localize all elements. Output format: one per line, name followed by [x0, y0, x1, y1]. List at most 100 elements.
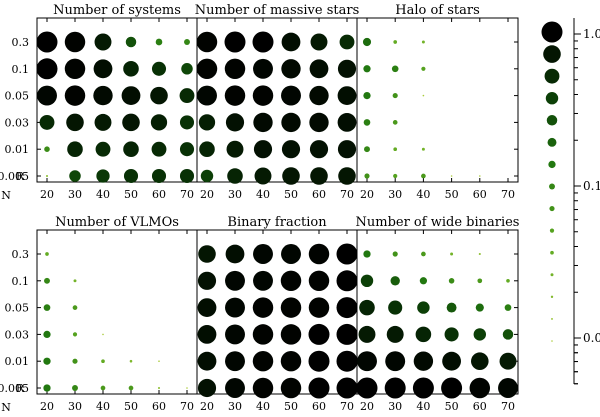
y-axis-label: R — [16, 170, 25, 183]
data-bubble — [336, 350, 358, 372]
x-tick-label: 50 — [284, 400, 298, 413]
data-bubble — [309, 112, 329, 133]
data-bubble — [358, 325, 376, 343]
panel-title: Number of systems — [53, 3, 181, 18]
x-tick-label: 20 — [360, 400, 374, 413]
data-bubble — [393, 40, 398, 44]
data-bubble — [421, 66, 426, 71]
data-bubble — [199, 141, 215, 157]
data-bubble — [310, 33, 328, 51]
y-tick-label: 0.1 — [12, 275, 30, 288]
panel-frame — [36, 17, 198, 183]
y-tick-label: 0.03 — [5, 116, 30, 129]
data-bubble — [179, 142, 195, 157]
panel-title: Halo of stars — [395, 3, 480, 18]
x-tick-label: 70 — [501, 400, 515, 413]
data-bubble — [151, 168, 167, 184]
data-bubble — [422, 94, 425, 97]
data-bubble — [280, 324, 302, 345]
data-bubble — [254, 167, 272, 185]
data-bubble — [363, 250, 371, 258]
data-bubble — [43, 304, 51, 311]
data-bubble — [479, 175, 481, 177]
data-bubble — [122, 113, 140, 132]
x-tick-label: 40 — [96, 188, 110, 201]
data-bubble — [150, 114, 168, 131]
y-tick-label: 0.01 — [5, 143, 30, 156]
data-bubble — [43, 357, 51, 365]
data-bubble — [253, 58, 273, 79]
data-bubble — [280, 270, 302, 292]
data-bubble — [337, 86, 357, 105]
data-bubble — [308, 297, 330, 318]
data-bubble — [308, 323, 330, 345]
data-bubble — [225, 244, 245, 264]
x-tick-label: 30 — [228, 400, 242, 413]
data-bubble — [442, 351, 461, 371]
data-bubble — [196, 58, 218, 80]
data-bubble — [360, 274, 374, 288]
data-bubble — [281, 112, 301, 133]
data-bubble — [338, 167, 356, 185]
x-tick-label: 30 — [388, 188, 402, 201]
x-tick-label: 60 — [152, 400, 166, 413]
data-bubble — [393, 173, 398, 179]
data-bubble — [280, 377, 302, 399]
legend-bubble — [548, 160, 556, 169]
data-bubble — [415, 326, 432, 343]
data-bubble — [196, 31, 218, 53]
legend-bubble — [549, 183, 555, 190]
panel-frame — [356, 229, 519, 395]
data-bubble — [281, 59, 301, 79]
data-bubble — [123, 168, 139, 184]
panel-title: Number of VLMOs — [55, 215, 179, 230]
x-tick-label: 20 — [200, 188, 214, 201]
data-bubble — [506, 278, 510, 283]
data-bubble — [336, 270, 358, 292]
data-bubble — [252, 31, 274, 53]
x-tick-label: 40 — [256, 400, 270, 413]
data-bubble — [252, 377, 274, 399]
x-tick-label: 70 — [180, 188, 194, 201]
data-bubble — [123, 141, 139, 157]
legend-bubble — [549, 205, 555, 212]
panel-title: Number of massive stars — [195, 3, 360, 18]
data-bubble — [150, 86, 168, 105]
data-bubble — [44, 146, 50, 152]
data-bubble — [93, 59, 113, 79]
legend-bubble — [546, 115, 558, 126]
data-bubble — [252, 350, 274, 372]
x-tick-label: 70 — [340, 400, 354, 413]
data-bubble — [499, 352, 517, 370]
data-bubble — [225, 270, 245, 291]
data-bubble — [417, 301, 430, 314]
data-bubble — [37, 85, 57, 106]
data-bubble — [151, 61, 167, 76]
x-tick-label: 70 — [501, 188, 515, 201]
data-bubble — [252, 324, 274, 345]
colorbar-tick-label: 0.10 — [583, 179, 600, 193]
data-bubble — [66, 113, 84, 132]
data-bubble — [336, 377, 358, 399]
y-tick-label: 0.05 — [5, 302, 30, 315]
data-bubble — [441, 377, 463, 399]
y-tick-label: 0.05 — [5, 90, 30, 103]
data-bubble — [200, 169, 214, 183]
data-bubble — [477, 278, 483, 284]
data-bubble — [253, 270, 273, 291]
data-bubble — [359, 299, 375, 316]
data-bubble — [64, 31, 86, 53]
y-tick-label: 0.3 — [12, 36, 30, 49]
data-bubble — [412, 377, 434, 399]
data-bubble — [225, 351, 245, 372]
data-bubble — [450, 175, 453, 177]
data-bubble — [253, 112, 273, 133]
data-bubble — [96, 169, 110, 183]
x-tick-label: 40 — [416, 400, 430, 413]
data-bubble — [197, 85, 217, 106]
data-bubble — [253, 244, 273, 264]
colorbar-tick-label: 1.00 — [583, 27, 600, 41]
data-bubble — [308, 243, 330, 265]
legend-bubble — [550, 273, 554, 277]
data-bubble — [309, 85, 329, 106]
